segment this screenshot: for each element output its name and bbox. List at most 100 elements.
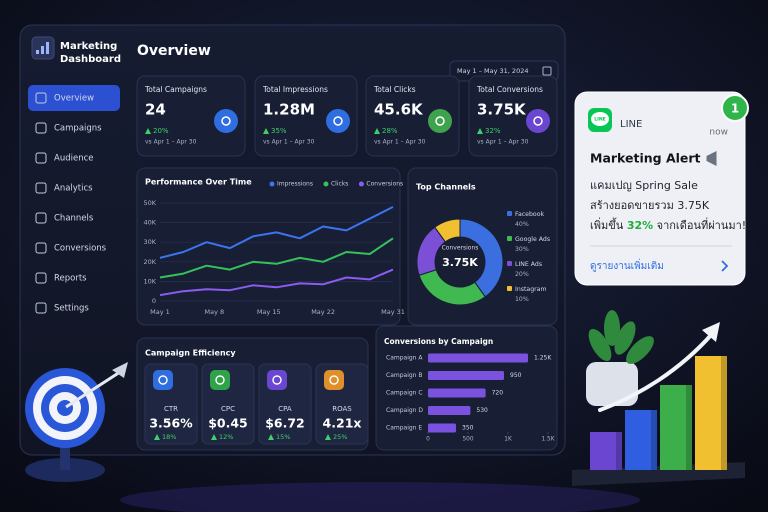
- kpi-label: Total Conversions: [476, 85, 543, 94]
- metric-icon-glyph: [272, 375, 282, 385]
- nav-icon: [35, 272, 47, 284]
- kpi-compare: vs Apr 1 – Apr 30: [145, 139, 197, 146]
- target-stand: [60, 440, 70, 470]
- legend-label: Google Ads: [515, 236, 550, 243]
- up-arrow: [263, 128, 269, 134]
- metric-icon: [267, 370, 287, 390]
- up-arrow: [325, 434, 331, 440]
- nav-item[interactable]: Campaigns: [28, 115, 120, 141]
- notification-text: แคมเปญ Spring Sale: [590, 179, 698, 192]
- kpi-icon-glyph: [435, 116, 445, 126]
- page-title: Overview: [137, 43, 211, 59]
- legend-value: 20%: [515, 271, 529, 278]
- chart-title: Performance Over Time: [145, 178, 252, 187]
- brand-icon-bar: [41, 46, 44, 54]
- kpi-compare: vs Apr 1 – Apr 30: [263, 139, 315, 146]
- kpi-icon: [428, 109, 452, 133]
- brand-text: Marketing: [60, 41, 117, 52]
- report-link[interactable]: ดูรายงานเพิ่มเติม: [590, 258, 729, 272]
- nav-item[interactable]: Channels: [28, 205, 120, 231]
- metric-value: $6.72: [265, 416, 305, 431]
- nav-item-bg: [28, 85, 120, 111]
- app-logo-bubble: [591, 112, 609, 126]
- kpi-value: 3.75K: [477, 101, 527, 119]
- calendar-icon: [542, 66, 552, 76]
- deco-bar: [625, 410, 657, 470]
- brand-icon-bar: [46, 42, 49, 54]
- floor-glow: [120, 482, 640, 512]
- metric-icon: [210, 370, 230, 390]
- metric-label: CTR: [164, 405, 178, 413]
- up-arrow: [268, 434, 274, 440]
- nav-item[interactable]: Audience: [28, 145, 120, 171]
- legend-swatch: [507, 236, 512, 241]
- legend-label: Impressions: [277, 181, 313, 188]
- nav-icon: [35, 182, 47, 194]
- kpi-value: 24: [145, 101, 166, 119]
- metric-value: $0.45: [208, 416, 248, 431]
- nav-label: Conversions: [54, 244, 107, 254]
- value-label: 720: [492, 390, 504, 397]
- notification-text: 32%: [627, 219, 653, 232]
- nav-item[interactable]: Overview: [28, 85, 120, 111]
- dart-shaft: [65, 370, 121, 409]
- nav-label: Channels: [54, 214, 94, 224]
- deco-bar: [660, 385, 692, 470]
- kpi-value: 45.6K: [374, 101, 424, 119]
- notification-text: จากเดือนที่ผ่านมา!: [653, 217, 746, 232]
- legend-label: Instagram: [515, 286, 546, 293]
- line-series: [159, 206, 394, 259]
- y-tick-label: 50K: [143, 199, 156, 207]
- x-tick-label: May 15: [257, 308, 281, 316]
- legend-swatch: [507, 211, 512, 216]
- value-label: 1.25K: [534, 355, 552, 362]
- x-tick-label: 500: [462, 437, 473, 443]
- up-arrow: [145, 128, 151, 134]
- metric-change: 25%: [333, 433, 347, 441]
- up-arrow: [477, 128, 483, 134]
- kpi-icon: [214, 109, 238, 133]
- metric-change: 15%: [276, 433, 290, 441]
- kpi-icon: [526, 109, 550, 133]
- line-series: [159, 268, 394, 297]
- app-name: LINE: [620, 119, 642, 130]
- brand-icon-bar: [36, 50, 39, 54]
- y-tick-label: Campaign D: [386, 407, 423, 414]
- bar: [428, 388, 486, 398]
- app-logo-text: LINE: [594, 117, 606, 123]
- metric-icon-glyph: [215, 375, 225, 385]
- metric-icon: [324, 370, 344, 390]
- nav-item[interactable]: Reports: [28, 265, 120, 291]
- kpi-compare: vs Apr 1 – Apr 30: [477, 139, 529, 146]
- legend-label: LINE Ads: [515, 261, 542, 268]
- nav-item[interactable]: Conversions: [28, 235, 120, 261]
- notification-line: แคมเปญ Spring Sale: [590, 179, 698, 192]
- y-tick-label: 30K: [143, 238, 156, 246]
- notification-line: เพิ่มขึ้น 32% จากเดือนที่ผ่านมา!: [590, 217, 746, 232]
- up-arrow: [211, 434, 217, 440]
- legend-label: Clicks: [331, 181, 348, 188]
- notification-text: สร้างยอดขายรวม 3.75K: [590, 199, 710, 212]
- value-label: 350: [462, 425, 474, 432]
- badge-count: 1: [731, 102, 739, 116]
- nav-icon: [35, 242, 47, 254]
- nav-item[interactable]: Settings: [28, 295, 120, 321]
- dart-fletching: [112, 362, 128, 378]
- metric-value: 3.56%: [149, 416, 193, 431]
- notification-text: เพิ่มขึ้น: [590, 217, 627, 232]
- legend-value: 30%: [515, 246, 529, 253]
- nav-item[interactable]: Analytics: [28, 175, 120, 201]
- kpi-change: 32%: [485, 127, 501, 135]
- notification-title: Marketing Alert: [590, 151, 701, 166]
- line-series: [159, 237, 394, 279]
- deco-bar-side: [616, 432, 622, 470]
- kpi-change: 35%: [271, 127, 287, 135]
- kpi-label: Total Campaigns: [144, 85, 207, 94]
- nav-label: Overview: [54, 94, 94, 104]
- metric-label: CPA: [278, 405, 292, 413]
- legend-swatch: [358, 181, 364, 187]
- legend-value: 40%: [515, 221, 529, 228]
- notification-card: [574, 91, 746, 286]
- legend-swatch: [323, 181, 329, 187]
